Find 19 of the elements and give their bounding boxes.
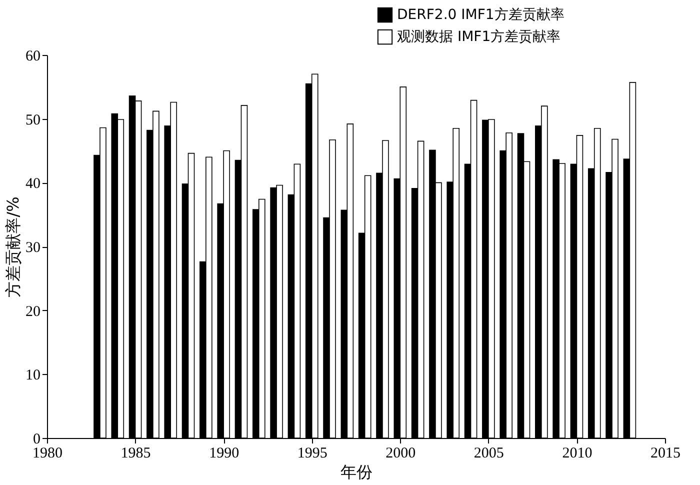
legend-label: DERF2.0 IMF1方差贡献率 [397,7,564,23]
x-tick-label: 1985 [120,446,151,462]
x-tick-label: 1995 [297,446,328,462]
x-tick-label: 2000 [386,446,416,462]
legend-label: 观测数据 IMF1方差贡献率 [397,29,561,45]
y-tick-label: 60 [26,48,40,64]
x-tick-label: 2015 [650,446,680,462]
x-tick-label: 1990 [209,446,240,462]
y-tick-label: 10 [26,368,40,384]
y-axis-title: 方差贡献率/% [4,196,22,298]
y-tick-label: 20 [26,304,40,320]
x-axis-title: 年份 [340,462,372,482]
x-tick-label: 2010 [562,446,592,462]
y-tick-label: 40 [26,176,40,192]
x-tick-label: 1980 [32,446,62,462]
y-tick-label: 0 [33,432,40,448]
y-tick-label: 30 [26,240,40,256]
y-tick-label: 50 [26,112,40,128]
x-tick-label: 2005 [474,446,504,462]
